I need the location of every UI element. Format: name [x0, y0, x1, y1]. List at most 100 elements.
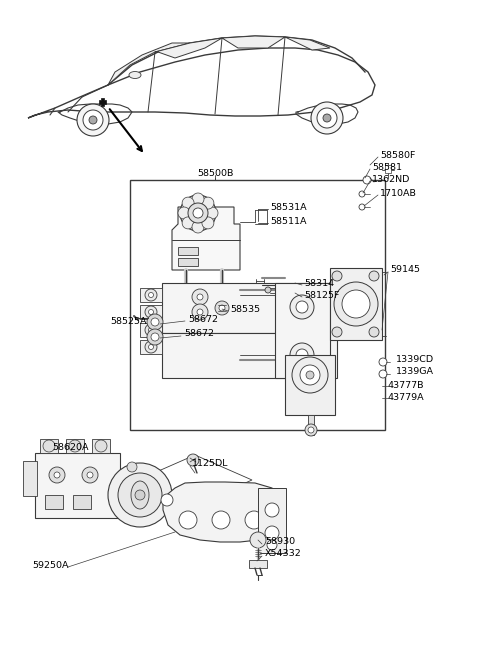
Circle shape — [188, 203, 208, 223]
Circle shape — [182, 217, 194, 229]
Bar — [40, 439, 58, 453]
Circle shape — [69, 440, 81, 452]
Circle shape — [118, 473, 162, 517]
Bar — [140, 305, 162, 319]
Circle shape — [148, 328, 154, 333]
Bar — [45, 495, 63, 509]
Text: 43777B: 43777B — [388, 381, 424, 390]
Bar — [140, 340, 162, 354]
Ellipse shape — [129, 71, 141, 79]
Circle shape — [363, 176, 371, 184]
Circle shape — [202, 217, 214, 229]
Text: 1339CD: 1339CD — [396, 356, 434, 364]
Circle shape — [334, 282, 378, 326]
Text: 59250A: 59250A — [32, 561, 69, 571]
Circle shape — [192, 289, 208, 305]
Circle shape — [135, 490, 145, 500]
Text: 1339GA: 1339GA — [396, 367, 434, 377]
Bar — [66, 439, 84, 453]
Polygon shape — [163, 482, 280, 542]
Circle shape — [145, 324, 157, 336]
Circle shape — [305, 424, 317, 436]
Circle shape — [82, 467, 98, 483]
Circle shape — [369, 271, 379, 281]
Polygon shape — [108, 43, 190, 85]
Circle shape — [192, 304, 208, 320]
Bar — [285, 355, 335, 415]
Circle shape — [317, 108, 337, 128]
Circle shape — [161, 494, 173, 506]
Polygon shape — [155, 38, 222, 58]
Polygon shape — [222, 36, 285, 48]
Text: 58531A: 58531A — [270, 202, 307, 212]
Ellipse shape — [131, 481, 149, 509]
Text: 1362ND: 1362ND — [372, 176, 410, 185]
Circle shape — [43, 440, 55, 452]
Circle shape — [178, 207, 190, 219]
Circle shape — [145, 289, 157, 301]
Circle shape — [292, 357, 328, 393]
Circle shape — [306, 371, 314, 379]
Circle shape — [206, 207, 218, 219]
Circle shape — [187, 454, 199, 466]
Text: 58930: 58930 — [265, 538, 295, 546]
Circle shape — [250, 532, 266, 548]
Polygon shape — [285, 37, 330, 50]
Circle shape — [267, 540, 277, 550]
Bar — [130, 180, 385, 430]
Circle shape — [265, 526, 279, 540]
Polygon shape — [138, 455, 252, 505]
Circle shape — [197, 309, 203, 315]
Bar — [162, 283, 337, 333]
Circle shape — [89, 116, 97, 124]
Text: 58125F: 58125F — [304, 291, 339, 299]
Text: 58314: 58314 — [304, 278, 334, 288]
Circle shape — [296, 349, 308, 361]
Polygon shape — [28, 48, 375, 118]
Bar — [73, 495, 91, 509]
Text: 58535: 58535 — [230, 305, 260, 314]
Bar — [258, 488, 286, 553]
Circle shape — [192, 221, 204, 233]
Circle shape — [147, 314, 163, 330]
Circle shape — [332, 327, 342, 337]
Circle shape — [215, 301, 229, 315]
Text: 58500B: 58500B — [197, 168, 233, 178]
Circle shape — [300, 365, 320, 385]
Circle shape — [54, 472, 60, 478]
Text: 59145: 59145 — [390, 265, 420, 274]
Bar — [330, 268, 382, 340]
Circle shape — [193, 208, 203, 218]
Circle shape — [290, 295, 314, 319]
Circle shape — [83, 110, 103, 130]
Bar — [249, 560, 267, 568]
Circle shape — [265, 287, 271, 293]
Polygon shape — [99, 98, 106, 106]
Circle shape — [219, 305, 225, 311]
Bar — [178, 247, 198, 255]
Text: 58525A: 58525A — [110, 318, 146, 326]
Circle shape — [148, 310, 154, 314]
Text: X54332: X54332 — [265, 550, 302, 559]
Circle shape — [359, 204, 365, 210]
Circle shape — [323, 114, 331, 122]
Bar — [275, 283, 330, 378]
Circle shape — [145, 306, 157, 318]
Circle shape — [308, 427, 314, 433]
Circle shape — [342, 290, 370, 318]
Bar — [308, 415, 314, 435]
Text: 43779A: 43779A — [388, 394, 425, 403]
Circle shape — [148, 293, 154, 297]
Circle shape — [359, 191, 365, 197]
Text: 58672: 58672 — [188, 314, 218, 324]
Circle shape — [179, 511, 197, 529]
Circle shape — [379, 370, 387, 378]
Circle shape — [269, 494, 281, 506]
Text: 58672: 58672 — [184, 329, 214, 339]
Bar — [140, 323, 162, 337]
Bar — [140, 288, 162, 302]
Circle shape — [311, 102, 343, 134]
Circle shape — [77, 104, 109, 136]
Circle shape — [108, 463, 172, 527]
Circle shape — [369, 327, 379, 337]
